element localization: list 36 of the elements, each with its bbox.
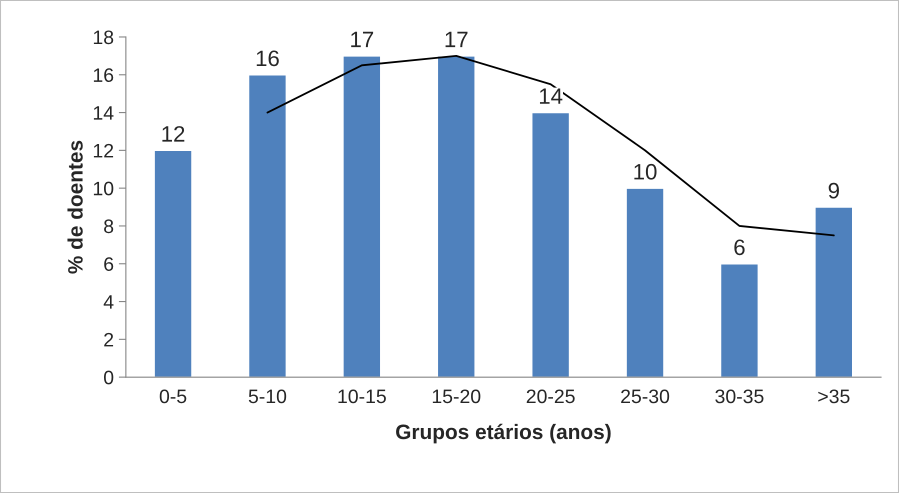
bar [248, 74, 288, 378]
y-tick-label: 12 [94, 144, 114, 158]
x-tick-label: 5-10 [248, 389, 286, 404]
y-tick-label: 2 [104, 332, 114, 346]
y-tick-label: 6 [104, 257, 114, 271]
data-label: 17 [446, 32, 468, 48]
bar [625, 187, 665, 378]
y-tick-label: 10 [94, 182, 114, 196]
data-label: 12 [162, 126, 184, 142]
data-label: 10 [634, 164, 657, 180]
y-tick-label: 16 [94, 68, 114, 82]
x-axis-title: Grupos etários (anos) [396, 424, 611, 444]
y-tick-label: 18 [94, 30, 114, 44]
x-tick-label: 30-35 [715, 389, 764, 404]
x-tick-label: 10-15 [338, 389, 386, 404]
y-axis-title: % de doentes [67, 140, 83, 274]
x-tick-label: 15-20 [432, 389, 480, 404]
bar [814, 206, 854, 378]
bar [342, 55, 382, 378]
data-label: 16 [256, 50, 279, 66]
bar [531, 112, 570, 378]
bar [720, 263, 759, 378]
x-tick-label: >35 [818, 389, 850, 404]
x-tick-label: 0-5 [160, 389, 186, 404]
data-label: 14 [540, 88, 562, 104]
bar [436, 55, 476, 378]
y-tick-label: 0 [104, 370, 114, 384]
y-tick-label: 4 [104, 295, 114, 309]
bar [153, 150, 193, 378]
y-tick-label: 14 [94, 106, 114, 120]
data-label: 9 [828, 182, 839, 198]
data-label: 6 [734, 239, 745, 256]
x-tick-label: 20-25 [526, 389, 575, 404]
x-tick-label: 25-30 [621, 389, 670, 404]
y-tick-label: 8 [104, 219, 114, 234]
data-label: 17 [351, 32, 374, 48]
